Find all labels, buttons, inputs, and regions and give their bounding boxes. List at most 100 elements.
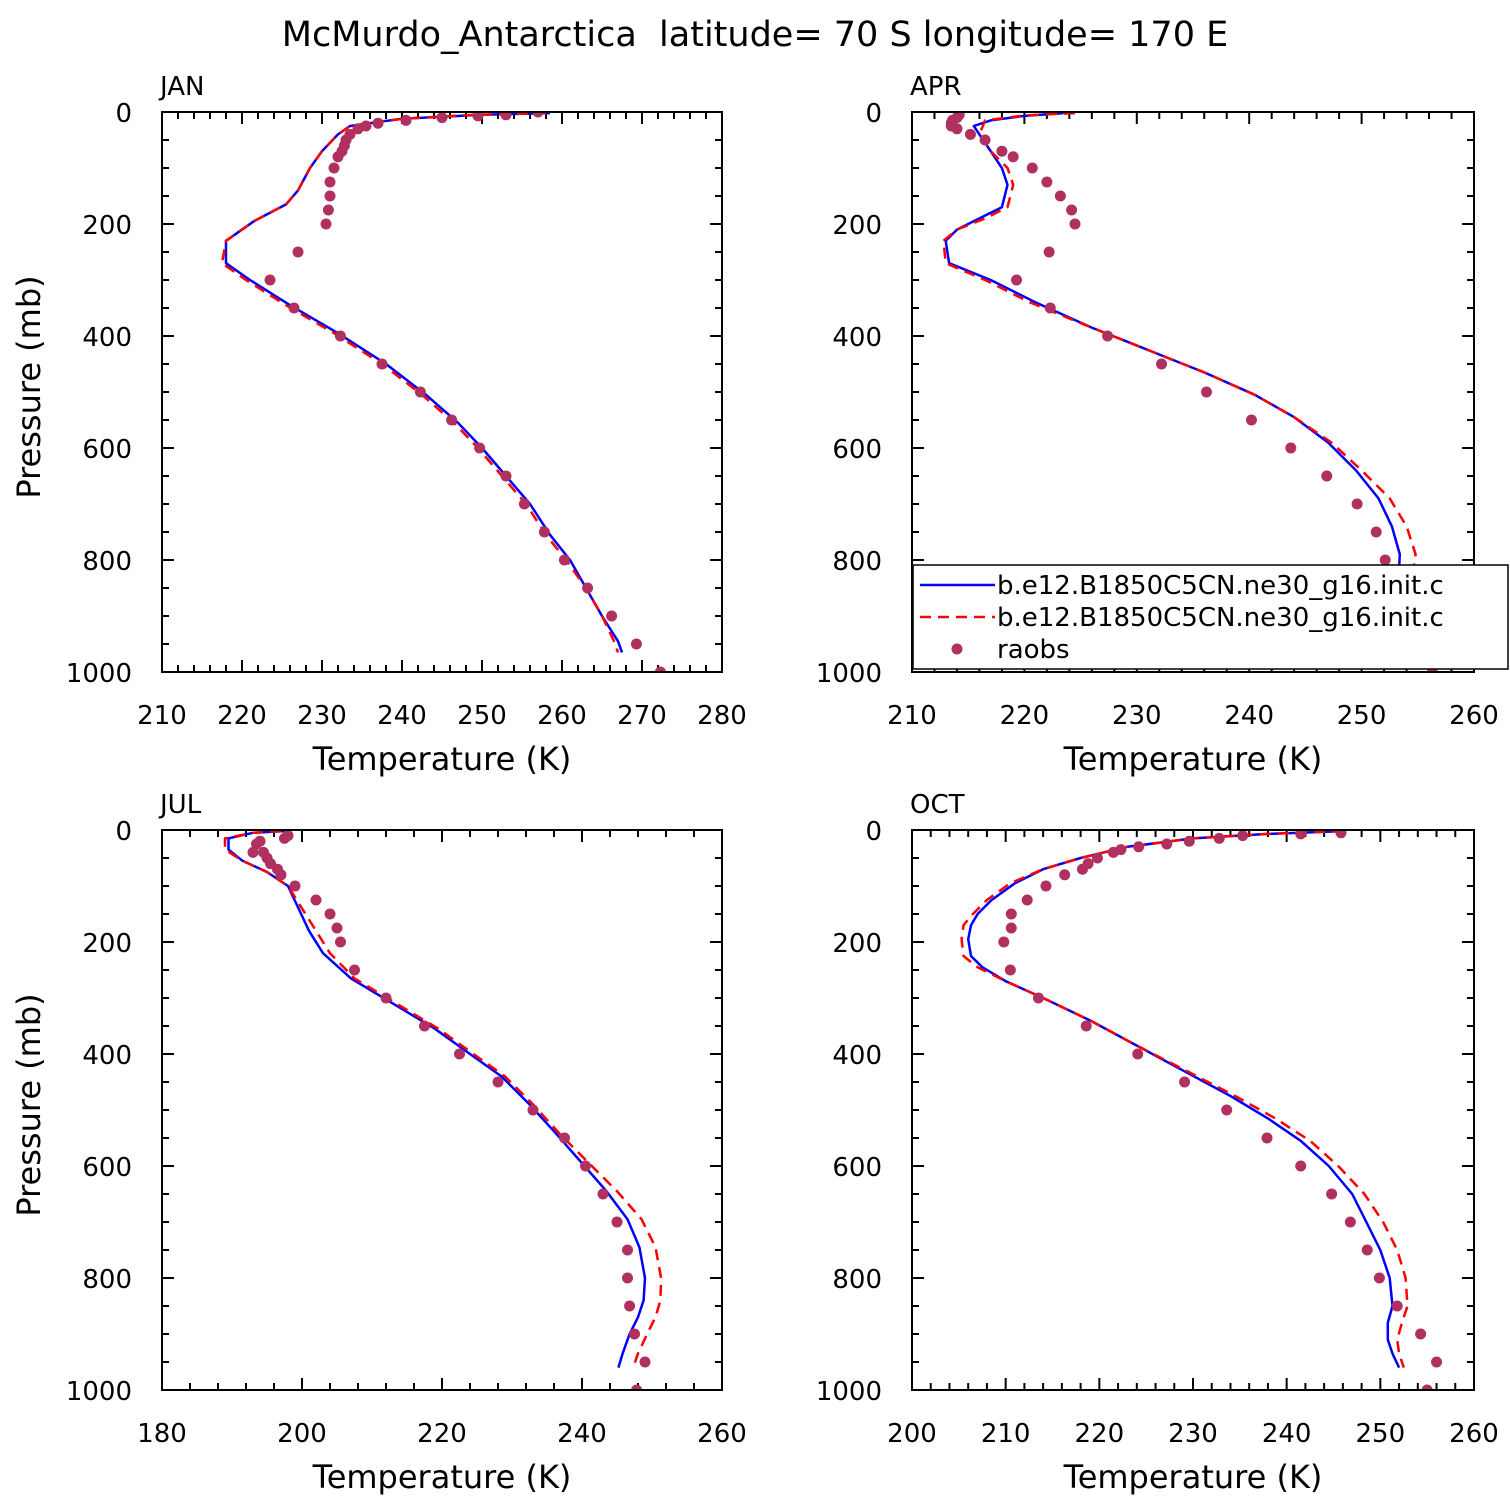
raobs-marker [518,498,530,510]
raobs-marker [1183,835,1195,847]
raobs-marker [631,1384,643,1390]
x-tick-label: 260 [537,701,587,731]
x-tick-label: 260 [1449,1419,1499,1449]
legend-swatch-raobs [951,643,963,655]
raobs-marker [474,442,486,454]
x-tick-label: 180 [137,1419,187,1449]
raobs-marker [1032,992,1044,1004]
raobs-marker [1326,1188,1338,1200]
raobs-marker [622,1272,633,1284]
raobs-marker [454,1048,465,1060]
raobs-marker [998,936,1010,948]
x-tick-label: 230 [1112,701,1162,731]
raobs-marker [251,838,262,850]
raobs-marker [1373,1272,1385,1284]
raobs-marker [558,554,570,566]
raobs-marker [996,145,1008,157]
raobs-marker [380,992,392,1004]
plot-frame [911,111,1475,673]
raobs-marker [1237,830,1249,842]
raobs-marker [1005,908,1017,920]
legend-box [912,564,1509,670]
raobs-marker [1132,1048,1144,1060]
x-tick-label: 220 [1075,1419,1125,1449]
legend-label-raobs: raobs [997,635,1070,665]
raobs-marker [1043,246,1055,258]
y-tick-label: 200 [832,929,882,959]
y-tick-label: 1000 [66,1377,132,1407]
raobs-marker [1107,846,1119,858]
raobs-marker [1361,1244,1373,1256]
plot-area [223,830,663,1390]
x-tick-label: 220 [1000,701,1050,731]
x-tick-label: 260 [1449,701,1499,731]
raobs-marker [328,162,340,174]
plot-area [220,112,666,672]
series-line-dashed [960,830,1409,1368]
raobs-marker [500,112,512,121]
raobs-marker [1044,302,1056,314]
raobs-marker [1011,274,1023,286]
raobs-marker [951,123,963,135]
raobs-marker [1161,838,1173,850]
raobs-marker [630,638,642,650]
raobs-marker [964,128,976,140]
y-tick-label: 0 [865,99,882,129]
raobs-marker [492,1076,504,1088]
raobs-marker [654,666,666,672]
y-tick-label: 400 [82,323,132,353]
x-tick-label: 240 [1224,701,1274,731]
y-tick-label: 1000 [816,659,882,689]
series-line-dashed [223,830,663,1369]
x-axis-label: Temperature (K) [1063,740,1323,778]
raobs-marker [372,117,384,129]
y-tick-label: 800 [832,1265,882,1295]
x-tick-label: 280 [697,701,747,731]
raobs-marker [1069,218,1081,230]
x-tick-label: 240 [557,1419,607,1449]
raobs-marker [414,386,426,398]
panel-apr: APR 210 220 230 240 250 260 0 200 400 600 800 1000 Te… [816,72,1499,778]
x-axis-label: Temperature (K) [1063,1458,1323,1496]
x-tick-label: 210 [981,1419,1031,1449]
y-tick-label: 800 [82,547,132,577]
raobs-marker [310,894,322,906]
x-tick-label: 230 [297,701,347,731]
raobs-marker [1041,176,1053,188]
legend-label-model2: b.e12.B1850C5CN.ne30_g16.init.c [997,603,1444,633]
x-tick-label: 200 [277,1419,327,1449]
raobs-marker [1221,1104,1233,1116]
raobs-marker [349,964,360,976]
panel-label: JAN [158,72,204,102]
series-line-solid [224,112,624,653]
series-line-solid [227,830,647,1368]
y-tick-label: 800 [832,547,882,577]
legend: b.e12.B1850C5CN.ne30_g16.init.c b.e12.B1… [912,564,1509,670]
panel-jan: JAN 210 220 230 240 250 260 270 280 0 200 400 600 800… [10,72,747,778]
raobs-marker [1321,470,1333,482]
raobs-marker [1245,414,1257,426]
raobs-marker [606,610,618,622]
raobs-marker [979,134,991,146]
raobs-marker [1007,151,1019,163]
y-tick-label: 0 [115,99,132,129]
x-tick-label: 250 [457,701,507,731]
raobs-marker [1379,554,1391,566]
raobs-marker [419,1020,430,1032]
raobs-marker [436,112,448,124]
raobs-marker [275,869,287,881]
raobs-marker [334,330,346,342]
raobs-marker [1066,204,1078,216]
panel-jul: JUL 180 200 220 240 260 0 200 400 600 800 1000 Tempe… [10,790,747,1496]
raobs-marker [1059,869,1071,881]
y-tick-label: 400 [832,323,882,353]
raobs-marker [1421,1384,1433,1390]
plot-area [960,830,1443,1390]
y-tick-label: 600 [832,1153,882,1183]
raobs-marker [292,246,304,258]
legend-label-model1: b.e12.B1850C5CN.ne30_g16.init.c [997,571,1444,601]
raobs-marker [1285,442,1297,454]
raobs-marker [1344,1216,1356,1228]
raobs-marker [289,880,301,892]
